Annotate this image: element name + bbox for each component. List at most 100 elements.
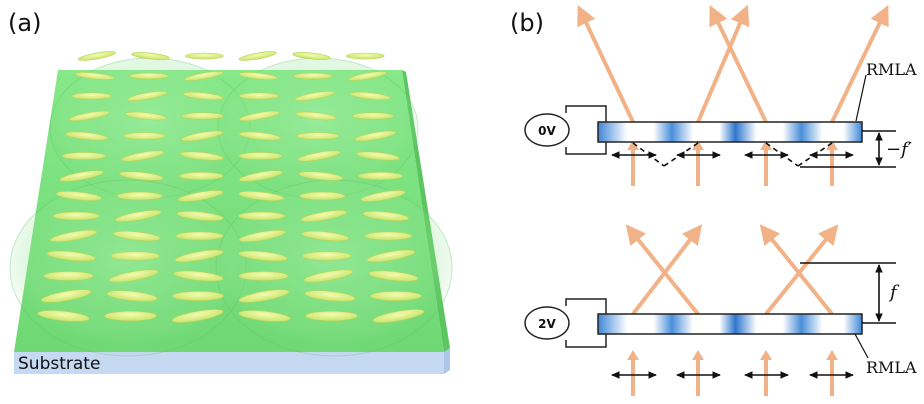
light-ray xyxy=(577,4,635,123)
lc-molecule xyxy=(184,52,224,60)
lc-molecule xyxy=(364,231,413,241)
lc-molecule xyxy=(292,52,331,60)
lc-molecule xyxy=(112,230,161,242)
lc-molecule xyxy=(106,290,158,302)
device-label-bottom: RMLA xyxy=(866,358,917,377)
lc-molecule xyxy=(59,170,104,182)
voltage-label-top: 0V xyxy=(538,124,556,138)
substrate-label: Substrate xyxy=(18,354,100,374)
lc-molecule xyxy=(294,90,335,102)
ray-arrow-up xyxy=(627,140,639,150)
lc-molecule xyxy=(370,290,422,301)
lc-molecule xyxy=(129,72,169,80)
lc-molecule xyxy=(108,269,159,283)
lc-molecule xyxy=(52,211,100,221)
substrate-slab-right-face xyxy=(444,348,450,374)
voltage-wire xyxy=(565,105,607,155)
rmla-leader-line xyxy=(855,74,867,122)
lc-molecule xyxy=(46,250,96,262)
panel-a: (a) Substrate xyxy=(8,9,453,374)
rmla-lens-bar xyxy=(597,121,863,143)
panel-a-label: (a) xyxy=(8,9,41,37)
lc-molecule xyxy=(184,71,224,81)
lc-molecule xyxy=(121,150,165,162)
lc-molecule xyxy=(127,90,168,102)
light-rays-top xyxy=(577,4,889,186)
lc-molecule xyxy=(238,289,290,303)
voltage-source-0v xyxy=(524,113,570,147)
lc-molecule xyxy=(372,309,425,323)
rmla-leader-line xyxy=(854,333,869,359)
lc-molecule xyxy=(351,112,394,120)
light-ray xyxy=(625,224,700,316)
ray-arrow-up xyxy=(826,140,838,150)
lc-molecule xyxy=(68,110,110,122)
lc-molecule xyxy=(65,131,108,141)
lc-molecule xyxy=(177,190,224,202)
rmla-diverging-state: 0V −f′ RMLA xyxy=(524,4,917,186)
lc-molecule xyxy=(293,72,333,80)
lc-molecule xyxy=(297,150,341,162)
microlens-dome xyxy=(9,179,247,357)
lc-molecule xyxy=(303,269,354,283)
ray-arrow-up xyxy=(826,350,838,360)
lc-molecule xyxy=(302,251,352,261)
lc-molecule xyxy=(55,191,102,201)
distance-label-bottom: f xyxy=(888,282,900,303)
lc-molecule xyxy=(348,71,388,81)
lc-molecule xyxy=(238,92,280,100)
focal-distance-marker-top xyxy=(800,130,896,168)
lc-molecule xyxy=(301,230,350,242)
ray-arrow-up xyxy=(760,350,772,360)
lc-molecule xyxy=(366,249,416,263)
lc-molecule xyxy=(122,132,166,140)
rmla-converging-state: 2V f RMLA xyxy=(524,224,917,396)
lc-molecule xyxy=(238,72,278,80)
lc-molecule xyxy=(43,271,94,281)
lc-molecule xyxy=(179,151,224,161)
lc-molecule xyxy=(77,51,116,61)
panel-b: (b) 0V xyxy=(510,4,917,396)
lc-molecule xyxy=(238,310,291,322)
lc-molecule xyxy=(356,151,400,161)
lc-molecule xyxy=(131,52,170,60)
lc-molecule xyxy=(238,170,284,182)
lc-molecule xyxy=(362,210,410,222)
lc-molecule xyxy=(238,271,289,281)
lc-molecule xyxy=(238,229,287,243)
lc-molecule xyxy=(172,290,224,301)
ray-arrow-up xyxy=(692,350,704,360)
lc-molecule xyxy=(238,131,282,141)
ray-arrow-up xyxy=(760,140,772,150)
lc-molecule xyxy=(358,171,404,181)
device-label-top: RMLA xyxy=(866,60,917,79)
ray-arrow-up xyxy=(627,350,639,360)
voltage-source-2v xyxy=(524,306,570,340)
voltage-label-bottom: 2V xyxy=(538,317,556,331)
light-ray xyxy=(709,4,768,123)
lc-molecule xyxy=(354,130,397,142)
lc-molecule xyxy=(296,132,340,140)
microlens-dome xyxy=(215,179,453,357)
lc-molecule xyxy=(238,152,283,161)
lc-molecules xyxy=(37,51,425,323)
lc-molecule xyxy=(304,290,356,302)
focal-distance-marker-bottom xyxy=(800,262,896,324)
lc-molecule xyxy=(176,210,224,222)
lc-molecule xyxy=(368,270,419,282)
lc-molecule xyxy=(118,171,164,181)
lc-molecule xyxy=(238,110,280,122)
lc-molecule xyxy=(182,91,224,101)
lc-molecule xyxy=(298,171,344,181)
voltage-wire xyxy=(565,298,607,348)
lc-molecule xyxy=(238,211,286,221)
lc-molecule xyxy=(50,229,98,243)
lc-molecule xyxy=(360,190,406,202)
lc-molecule xyxy=(180,130,224,142)
lc-molecule xyxy=(74,72,114,80)
light-ray xyxy=(759,224,834,316)
ray-arrow-up xyxy=(692,140,704,150)
lc-molecule xyxy=(345,52,385,60)
lc-molecule xyxy=(238,250,288,262)
